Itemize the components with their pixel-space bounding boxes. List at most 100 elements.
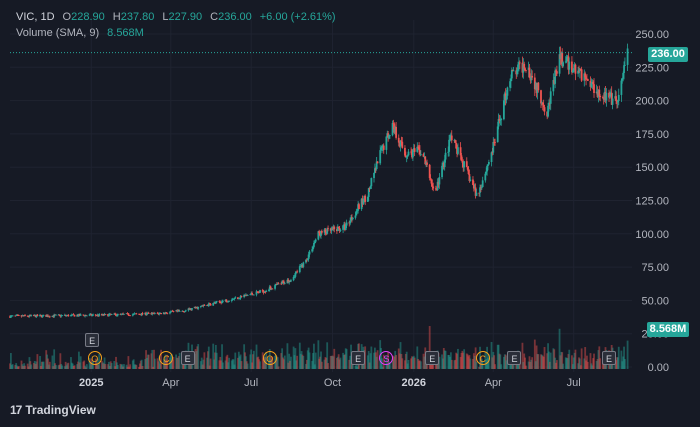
volume-bar xyxy=(392,355,395,369)
candle-body xyxy=(238,298,241,300)
volume-bar xyxy=(175,354,178,369)
tradingview-brand[interactable]: 17 TradingView xyxy=(10,403,96,417)
volume-bar xyxy=(121,364,124,369)
volume-bar xyxy=(42,361,45,369)
event-marker-s[interactable]: S xyxy=(379,351,394,365)
event-marker-o[interactable]: O xyxy=(87,351,102,365)
candle-body xyxy=(622,73,625,79)
event-marker-e[interactable]: E xyxy=(602,351,617,365)
candle-body xyxy=(422,154,425,157)
candle-body xyxy=(203,304,206,306)
event-marker-e[interactable]: E xyxy=(425,351,440,365)
candle-body xyxy=(230,300,233,301)
candle-body xyxy=(47,315,49,317)
candle-body xyxy=(509,81,511,88)
candle-body xyxy=(42,314,45,316)
volume-bar xyxy=(294,348,297,369)
candle-body xyxy=(245,294,248,296)
volume-bar xyxy=(237,357,239,369)
event-marker-e[interactable]: E xyxy=(85,333,100,347)
candle-body xyxy=(518,62,520,65)
candle-body xyxy=(626,48,629,65)
candle-body xyxy=(218,301,221,303)
candle-body xyxy=(616,100,619,103)
y-tick-label: 0.00 xyxy=(648,362,669,374)
candle-body xyxy=(494,142,496,143)
volume-bar xyxy=(493,355,496,369)
volume-bar xyxy=(63,366,66,369)
candle-body xyxy=(561,52,564,67)
volume-bar xyxy=(239,354,242,369)
volume-bar xyxy=(238,356,241,369)
event-marker-o[interactable]: O xyxy=(262,351,277,365)
volume-bar xyxy=(114,366,117,369)
volume-bar xyxy=(416,346,419,369)
volume-bar xyxy=(11,364,14,369)
volume-bar xyxy=(218,360,221,369)
candle-body xyxy=(115,314,117,316)
volume-bar xyxy=(531,357,534,369)
volume-bar xyxy=(288,353,291,369)
candle-body xyxy=(486,165,489,172)
volume-bar xyxy=(108,361,110,369)
candle-body xyxy=(441,165,443,178)
candle-body xyxy=(432,186,435,189)
volume-bar xyxy=(448,355,451,369)
candle-body xyxy=(225,299,228,302)
volume-bar xyxy=(193,354,196,369)
volume-bar xyxy=(226,354,229,369)
volume-bar xyxy=(595,360,598,369)
volume-bar xyxy=(543,347,546,369)
event-marker-e[interactable]: E xyxy=(507,351,522,365)
candle-body xyxy=(184,311,186,313)
candle-body xyxy=(380,147,382,151)
volume-bar xyxy=(280,353,283,369)
volume-bar xyxy=(404,353,407,369)
candle-body xyxy=(337,226,340,229)
volume-bar xyxy=(52,366,55,369)
event-marker-e[interactable]: E xyxy=(351,351,366,365)
volume-bar xyxy=(381,366,384,369)
volume-bar xyxy=(134,364,137,369)
candle-body xyxy=(465,161,468,168)
volume-bar xyxy=(566,358,569,369)
candle-body xyxy=(416,146,419,152)
volume-bar xyxy=(287,362,290,369)
volume-bar xyxy=(391,359,394,369)
volume-bar xyxy=(578,357,580,369)
volume-bar xyxy=(449,352,452,369)
volume-bar xyxy=(450,359,453,369)
event-marker-e[interactable]: E xyxy=(180,351,195,365)
volume-bar xyxy=(221,344,223,369)
volume-bar xyxy=(27,366,30,369)
volume-bar xyxy=(225,356,228,369)
event-marker-c[interactable]: C xyxy=(475,351,490,365)
candle-body xyxy=(79,314,82,316)
volume-bar xyxy=(113,361,116,369)
volume-bar xyxy=(202,359,205,369)
candle-body xyxy=(349,220,352,224)
volume-bar xyxy=(528,356,531,369)
candle-body xyxy=(490,152,493,162)
candle-body xyxy=(487,164,489,166)
volume-bar xyxy=(463,349,466,369)
volume-bar xyxy=(560,351,563,369)
volume-bar xyxy=(234,352,237,369)
candle-body xyxy=(131,314,134,316)
candle-body xyxy=(498,119,501,121)
volume-bar xyxy=(199,361,202,369)
event-marker-c[interactable]: C xyxy=(159,351,174,365)
volume-bar xyxy=(308,352,311,369)
volume-bar xyxy=(521,342,524,369)
volume-bar xyxy=(40,366,42,369)
candle-body xyxy=(314,239,317,242)
volume-bar xyxy=(311,360,314,369)
volume-bar xyxy=(455,352,458,369)
candle-body xyxy=(215,301,218,303)
volume-bar xyxy=(71,363,74,369)
volume-bar xyxy=(208,365,211,369)
volume-bar xyxy=(356,366,359,369)
candle-body xyxy=(255,291,258,295)
volume-bar xyxy=(39,356,41,369)
